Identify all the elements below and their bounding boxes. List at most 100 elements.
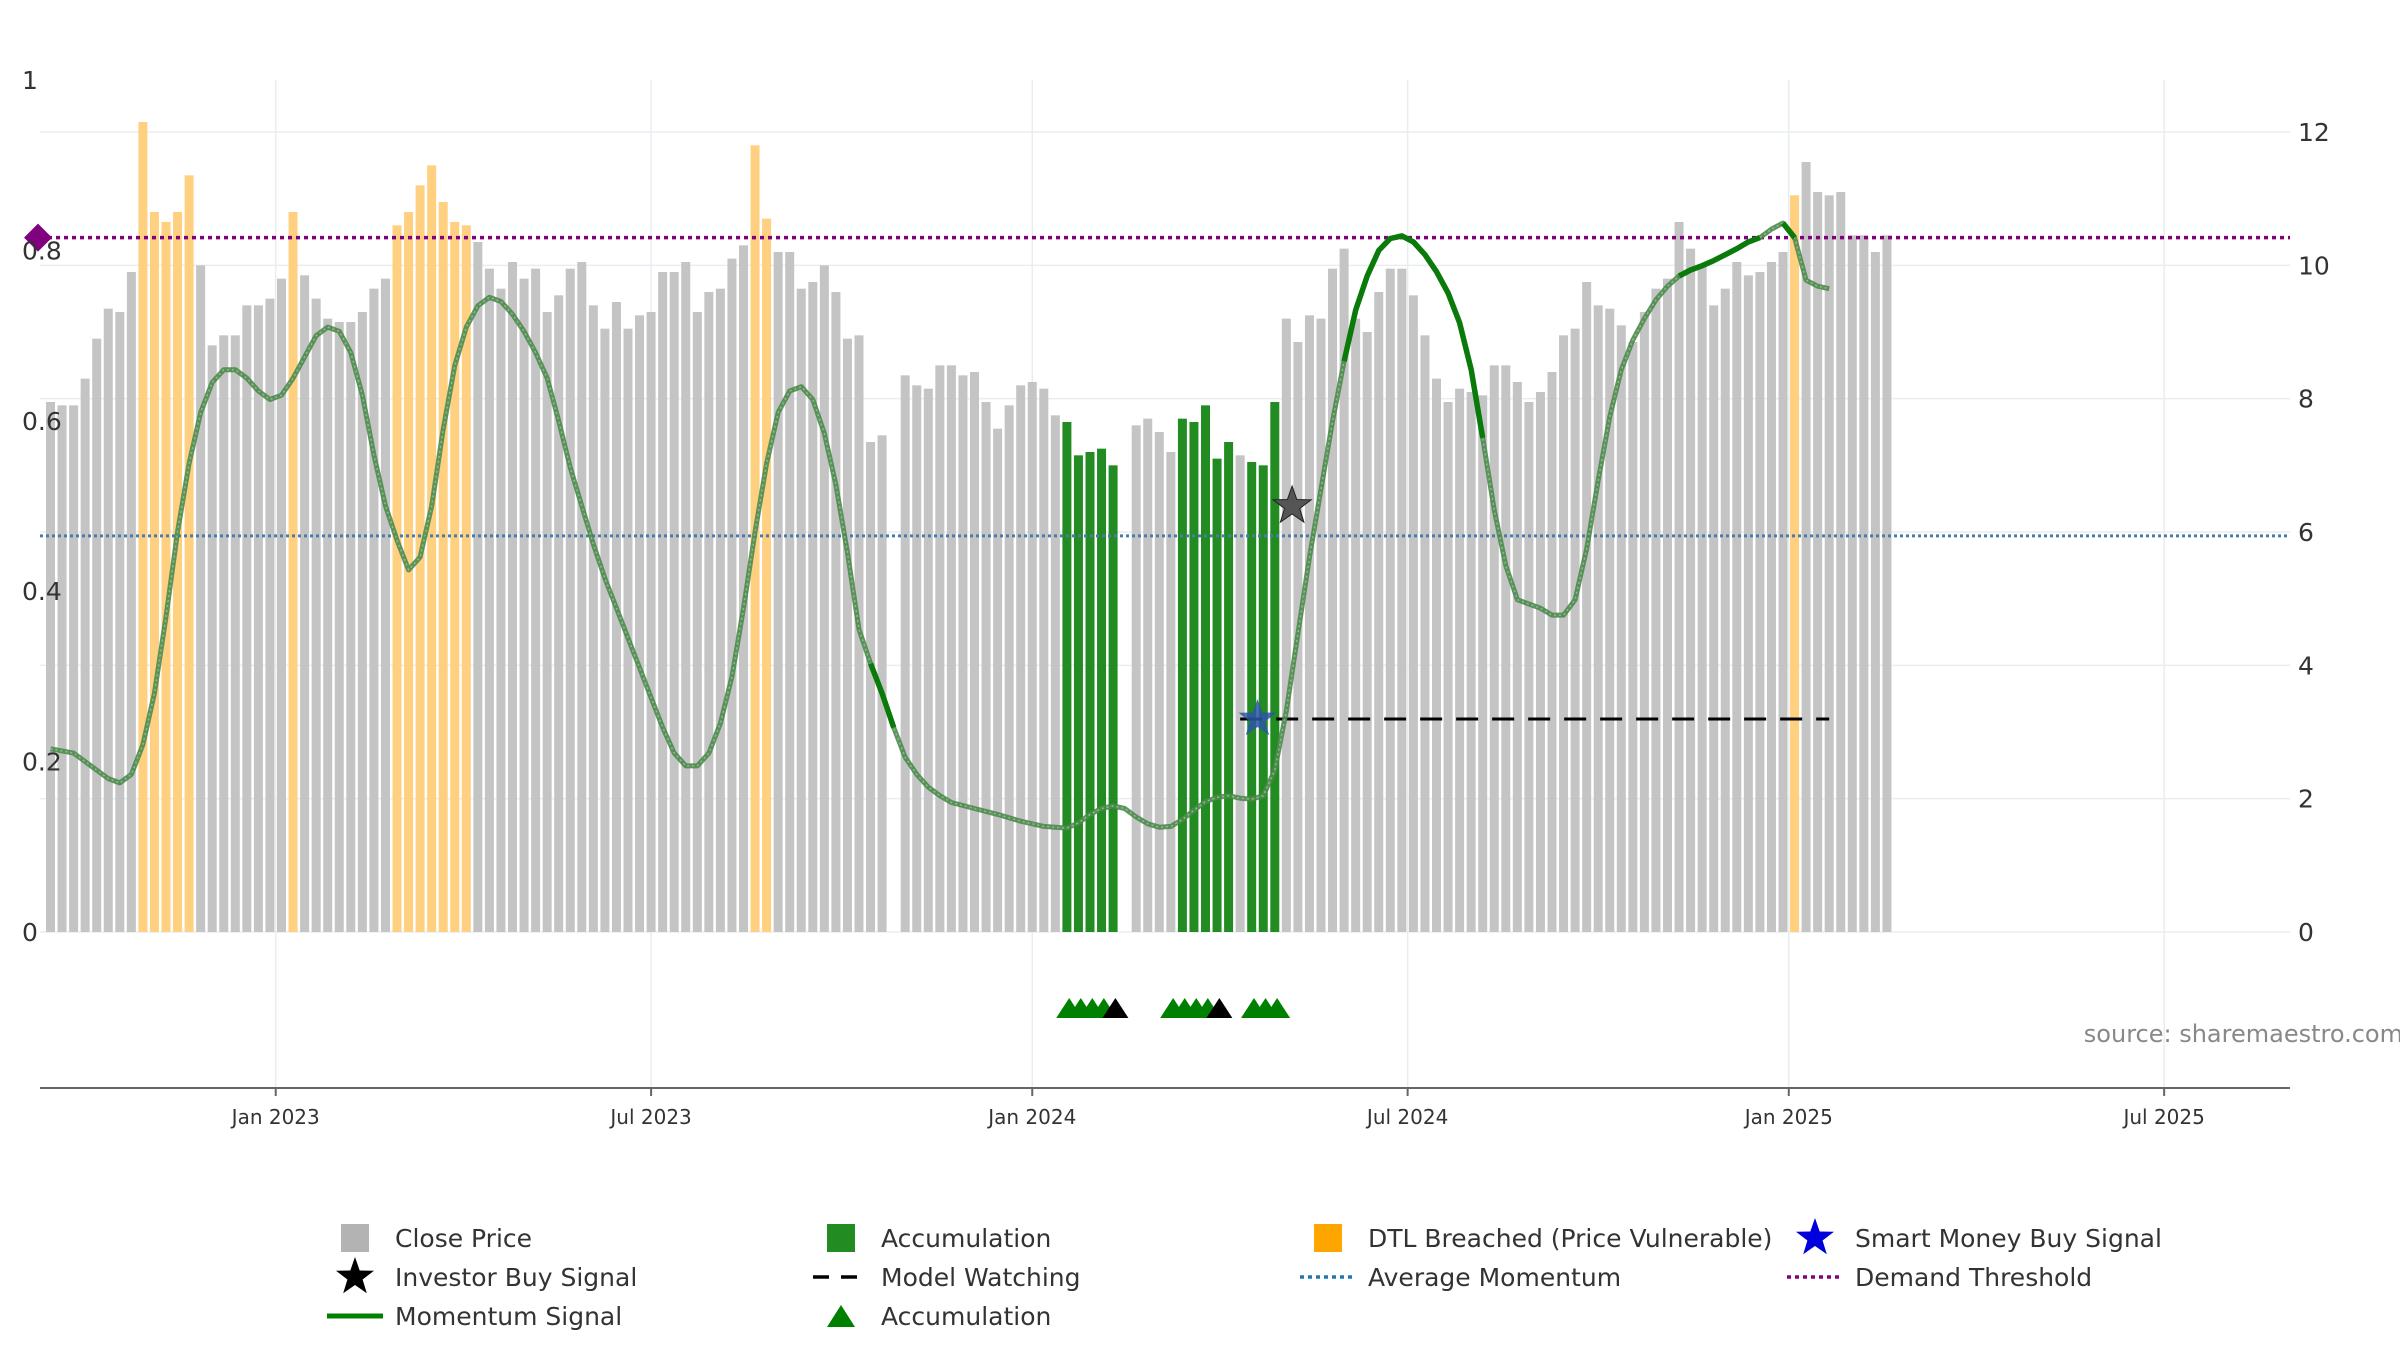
close-price-bar	[877, 435, 887, 932]
close-price-bar	[473, 242, 483, 932]
close-price-bar	[1039, 388, 1049, 933]
close-price-bar	[1385, 268, 1395, 933]
close-price-bar	[1709, 305, 1719, 932]
x-axis-tick-label: Jul 2023	[608, 1105, 691, 1129]
close-price-bar	[346, 322, 356, 932]
x-axis-tick-label: Jan 2024	[986, 1105, 1076, 1129]
left-axis-tick-label: 0	[22, 918, 38, 947]
close-price-bar	[92, 338, 102, 933]
close-price-bar	[646, 312, 656, 932]
close-price-bar	[1455, 388, 1465, 933]
close-price-bar	[785, 252, 795, 932]
close-price-bar	[981, 402, 991, 932]
close-price-bar	[1235, 455, 1245, 932]
close-price-bar	[692, 312, 702, 932]
close-price-bar	[508, 262, 517, 932]
legend-label: Accumulation	[881, 1224, 1051, 1253]
close-price-bar	[219, 335, 229, 932]
close-price-bar	[1420, 335, 1430, 932]
momentum-signal-strong-segment	[868, 662, 897, 729]
close-price-bar	[1570, 328, 1580, 933]
smart-money-buy-signal-star	[1238, 699, 1277, 736]
legend-item: Average Momentum	[1300, 1263, 1621, 1292]
close-price-bar	[1131, 425, 1141, 932]
close-price-bar	[923, 388, 933, 933]
dtl-breached-bar	[288, 212, 298, 932]
close-price-bar	[715, 288, 725, 933]
right-axis-tick-label: 12	[2298, 118, 2330, 147]
dtl-breached-bar	[762, 218, 772, 932]
x-axis-tick-label: Jul 2025	[2121, 1105, 2204, 1129]
x-axis-tick-label: Jan 2023	[230, 1105, 320, 1129]
accumulation-bar	[1073, 455, 1083, 932]
dtl-breached-bar	[450, 222, 460, 932]
left-axis-tick-label: 0.8	[22, 236, 62, 265]
close-price-bar	[1154, 432, 1164, 932]
legend-item: Investor Buy Signal	[336, 1257, 637, 1294]
momentum-signal-texture	[50, 222, 1830, 829]
close-price-bar	[796, 288, 806, 933]
close-price-bar	[311, 298, 321, 933]
close-price-bar	[357, 312, 367, 932]
close-price-bar	[1778, 252, 1788, 932]
close-price-bar	[554, 295, 564, 932]
legend-swatch	[827, 1224, 855, 1252]
accumulation-bar	[1189, 422, 1199, 932]
close-price-bar	[1304, 315, 1314, 932]
dtl-breached-bar	[1790, 195, 1800, 933]
dtl-breached-bar	[461, 225, 471, 933]
legend-label: Smart Money Buy Signal	[1855, 1224, 2162, 1253]
dtl-breached-bar	[149, 212, 159, 932]
dtl-breached-bar	[438, 202, 448, 932]
legend-triangle-icon	[827, 1305, 855, 1327]
close-price-bar	[831, 292, 841, 932]
x-axis-tick-label: Jul 2024	[1365, 1105, 1448, 1129]
dtl-breached-bar	[427, 165, 437, 933]
close-price-bar	[1316, 318, 1326, 933]
close-price-bar	[600, 328, 610, 933]
close-price-bar	[1328, 268, 1338, 933]
close-price-bar	[253, 305, 263, 932]
close-price-bar	[380, 278, 390, 933]
close-price-bar	[484, 268, 494, 933]
close-price-bar	[739, 245, 748, 933]
close-price-bar	[842, 338, 852, 933]
close-price-bar	[1824, 195, 1834, 933]
close-price-bar	[57, 405, 67, 932]
close-price-bar	[300, 275, 310, 932]
close-price-bar	[611, 302, 621, 932]
legend-item: Accumulation	[827, 1302, 1051, 1331]
legend-label: Close Price	[395, 1224, 532, 1253]
close-price-bar	[900, 375, 910, 932]
close-price-bar	[727, 258, 737, 933]
close-price-bar	[207, 345, 217, 932]
accumulation-bar	[1212, 458, 1222, 932]
dtl-breached-bar	[392, 225, 402, 933]
close-price-bar	[1686, 248, 1696, 932]
close-price-bar	[69, 405, 79, 932]
left-axis-tick-label: 0.2	[22, 748, 62, 777]
legend-label: Investor Buy Signal	[395, 1263, 637, 1292]
legend-label: Accumulation	[881, 1302, 1051, 1331]
right-axis-tick-label: 8	[2298, 385, 2314, 414]
legend-item: Demand Threshold	[1787, 1263, 2092, 1292]
close-price-bar	[1732, 262, 1742, 932]
close-price-bar	[1339, 248, 1349, 932]
close-price-bar	[1766, 262, 1776, 932]
left-axis-tick-label: 1	[22, 66, 38, 95]
accumulation-bar	[1258, 465, 1268, 932]
accumulation-bar	[1108, 465, 1118, 932]
accumulation-bar	[1270, 402, 1280, 932]
close-price-bar	[1535, 392, 1545, 932]
close-price-bar	[1616, 325, 1626, 932]
close-price-bar	[958, 375, 968, 932]
legend-item: Close Price	[341, 1224, 532, 1253]
close-price-bar	[1628, 342, 1638, 932]
momentum-signal-strong-segment	[1677, 235, 1761, 279]
x-axis-tick-label: Jan 2025	[1743, 1105, 1833, 1129]
dtl-breached-bar	[161, 222, 171, 932]
close-price-bar	[1847, 235, 1857, 933]
close-price-bar	[1859, 235, 1869, 933]
close-price-bar	[334, 322, 344, 932]
close-price-bar	[496, 288, 506, 933]
